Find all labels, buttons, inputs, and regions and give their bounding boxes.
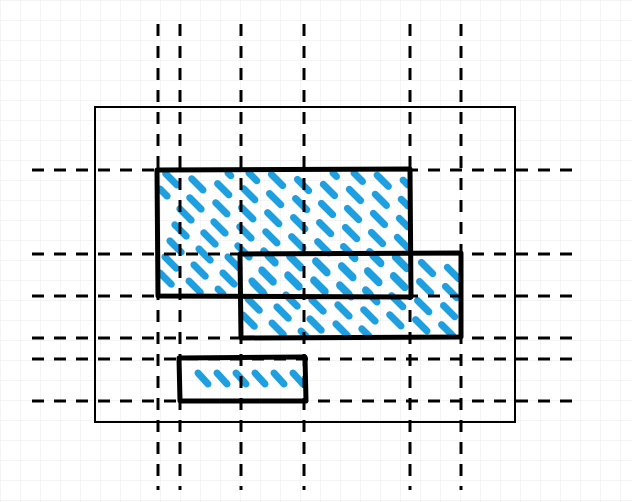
vertical-guides bbox=[156, 24, 463, 490]
rect-b-hachure-dash bbox=[273, 303, 292, 322]
rect-a-hachure-dash bbox=[158, 185, 171, 200]
rect-a-hachure-dash bbox=[345, 185, 365, 205]
rect-a-hachure-dash bbox=[176, 205, 195, 224]
rect-b-hachure-dash bbox=[348, 254, 359, 263]
rect-a-hachure-dash bbox=[161, 253, 180, 272]
rect-b-hachure-dash bbox=[440, 302, 459, 321]
rect-b-hachure-dash bbox=[386, 311, 405, 330]
rect-b-hachure-dash bbox=[241, 311, 258, 330]
rect-b-hachure bbox=[241, 254, 461, 337]
rect-a-hachure-dash bbox=[329, 171, 340, 180]
rect-a-hachure-dash bbox=[185, 277, 204, 296]
rect-a-hachure-dash bbox=[240, 185, 259, 204]
rect-a-hachure-dash bbox=[399, 176, 410, 189]
rect-a-hachure-dash bbox=[158, 269, 175, 288]
rect-a-hachure-dash bbox=[190, 261, 209, 280]
rect-b-hachure-dash bbox=[443, 263, 461, 283]
rect-b-hachure-dash bbox=[414, 297, 433, 316]
rect-a-hachure-dash bbox=[397, 195, 410, 210]
rect-a-hachure-dash bbox=[264, 209, 283, 228]
rect-b-hachure-dash bbox=[412, 316, 431, 335]
rect-b-hachure-dash bbox=[286, 254, 305, 272]
rect-a-hachure-dash bbox=[210, 218, 229, 237]
rect-b-outline bbox=[237, 250, 464, 341]
rect-a-hachure-dash bbox=[188, 175, 207, 194]
rect-b-hachure-dash bbox=[284, 272, 303, 291]
rect-b-hachure-dash bbox=[308, 296, 327, 315]
rect-b-hachure-dash bbox=[360, 306, 379, 325]
rect-b-hachure-dash bbox=[391, 254, 411, 273]
rect-c-hachure-dash bbox=[289, 369, 305, 388]
rect-a-hachure-dash bbox=[395, 214, 410, 231]
rect-a-hachure-dash bbox=[341, 223, 361, 243]
rect-b-hachure-dash bbox=[249, 279, 268, 298]
rect-b-hachure-dash bbox=[369, 254, 385, 268]
rect-a-hachure-dash bbox=[212, 199, 231, 218]
rect-b-hachure-dash bbox=[390, 273, 409, 292]
rect-a-hachure-dash bbox=[314, 238, 333, 257]
rect-a-hachure-dash bbox=[224, 171, 235, 180]
rect-a-hachure-dash bbox=[319, 180, 339, 200]
rect-a-hachure-dash bbox=[186, 194, 205, 213]
rect-b-hachure-dash bbox=[310, 277, 329, 296]
rect-b-hachure-dash bbox=[258, 267, 277, 286]
rect-b-hachure-dash bbox=[417, 258, 437, 278]
rect-c-hachure-dash bbox=[194, 369, 212, 388]
rect-b-hachure-dash bbox=[332, 320, 351, 337]
rect-a-hachure-dash bbox=[317, 199, 337, 219]
rect-a-hachure-dash bbox=[369, 209, 389, 229]
rect-b-hachure-dash bbox=[334, 301, 353, 320]
rect-a-hachure-dash bbox=[266, 190, 285, 209]
rect-b-hachure-dash bbox=[358, 325, 373, 337]
rect-a-hachure-dash bbox=[162, 171, 181, 189]
rect-b-hachure-dash bbox=[364, 268, 383, 287]
rect-b-hachure-dash bbox=[338, 263, 357, 282]
rect-a-hachure-dash bbox=[245, 171, 261, 185]
rect-a-outline bbox=[154, 166, 414, 300]
rect-b-hachure-dash bbox=[264, 254, 279, 267]
rect-a-hachure-dash bbox=[373, 171, 392, 190]
rect-a-hachure-dash bbox=[267, 171, 287, 190]
rect-c-hachure-dash bbox=[213, 369, 231, 388]
rect-a-hachure-dash bbox=[224, 253, 243, 272]
rectangle-outlines bbox=[154, 166, 464, 404]
rect-a-hachure-dash bbox=[316, 219, 335, 238]
rect-a-hachure-dash bbox=[219, 269, 238, 288]
rect-c-outline bbox=[176, 354, 309, 404]
rect-a-hachure-dash bbox=[371, 190, 390, 209]
rect-a-hachure-dash bbox=[238, 204, 257, 223]
rect-a-hachure-dash bbox=[393, 233, 410, 252]
rect-a-hachure-dash bbox=[214, 285, 227, 296]
rect-a-hachure-dash bbox=[262, 228, 281, 247]
rect-b-hachure-dash bbox=[312, 258, 331, 277]
rect-c-hachure-dash bbox=[270, 369, 288, 388]
rect-a-hachure-dash bbox=[200, 229, 219, 248]
rect-a-hachure-dash bbox=[350, 171, 366, 185]
rect-b-hachure-dash bbox=[244, 295, 263, 314]
rect-b-hachure-dash bbox=[416, 278, 435, 297]
rect-b-hachure-dash bbox=[268, 319, 287, 337]
rect-a-hachure-dash bbox=[214, 180, 233, 199]
rect-b-hachure-dash bbox=[306, 315, 325, 334]
rect-b-hachure-dash bbox=[438, 321, 457, 337]
rect-a-hachure-dash bbox=[195, 245, 214, 264]
rect-a-hachure-dash bbox=[343, 204, 363, 224]
rect-a-hachure-dash bbox=[288, 233, 307, 252]
rect-c-hachure-dash bbox=[251, 369, 269, 388]
rect-a-hachure-dash bbox=[367, 228, 387, 248]
